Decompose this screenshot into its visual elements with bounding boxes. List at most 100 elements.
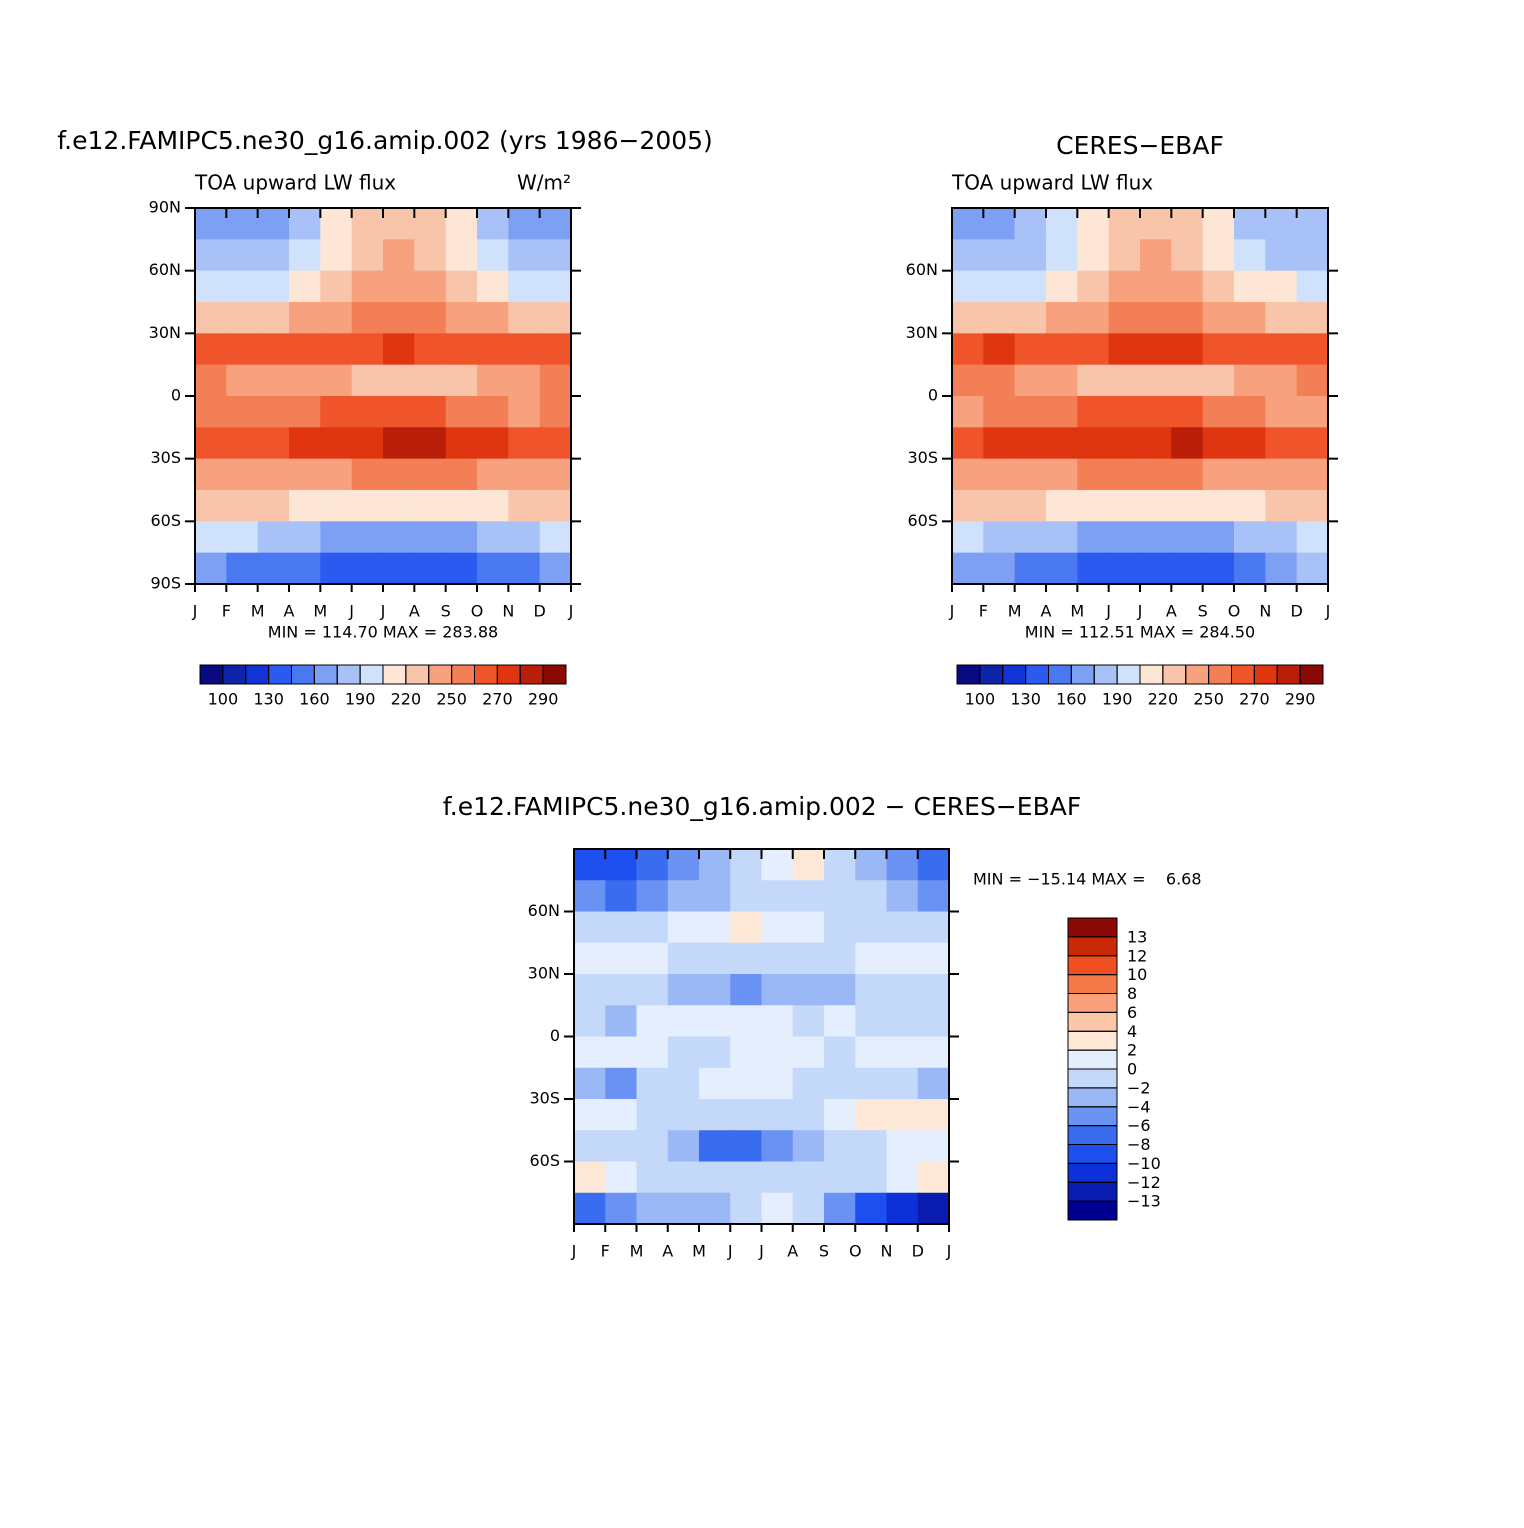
x-tick-label: D: [1291, 602, 1303, 621]
x-tick-label: A: [662, 1242, 673, 1261]
contour-cell: [983, 270, 1016, 303]
contour-cell: [1202, 302, 1235, 334]
contour-cell: [1077, 490, 1110, 522]
contour-cell: [667, 911, 700, 944]
contour-cell: [445, 333, 478, 366]
contour-cell: [730, 1005, 762, 1037]
contour-cell: [824, 974, 856, 1006]
contour-cell: [477, 239, 509, 272]
colorbar-label: −2: [1127, 1078, 1151, 1097]
contour-cell: [952, 427, 984, 460]
contour-cell: [1296, 521, 1329, 554]
contour-cell: [824, 880, 856, 912]
colorbar-label: 270: [1239, 690, 1270, 709]
contour-cell: [1046, 364, 1078, 397]
contour-cell: [320, 270, 353, 303]
contour-cell: [1296, 490, 1329, 522]
contour-cell: [1234, 427, 1266, 460]
contour-cell: [508, 270, 541, 303]
colorbar-label: 220: [391, 690, 422, 709]
contour-cell: [1202, 521, 1235, 554]
contour-cell: [1296, 427, 1329, 460]
contour-cell: [667, 1099, 700, 1131]
contour-cell: [855, 849, 887, 881]
colorbar-label: 6: [1127, 1003, 1137, 1022]
contour-cell: [983, 364, 1016, 397]
contour-cell: [667, 942, 700, 975]
contour-cell: [983, 490, 1016, 522]
annotation: MIN = 114.70 MAX = 283.88: [268, 623, 498, 642]
contour-cell: [574, 911, 606, 944]
x-tick-label: J: [571, 1242, 577, 1261]
y-tick-label: 90S: [150, 574, 181, 593]
contour-cell: [383, 427, 415, 460]
contour-cell: [1108, 552, 1141, 585]
contour-cell: [605, 1161, 637, 1194]
contour-cell: [1108, 364, 1141, 397]
contour-cell: [508, 208, 541, 240]
y-tick-label: 0: [928, 386, 938, 405]
contour-cell: [1140, 270, 1172, 303]
colorbar-label: 160: [1056, 690, 1087, 709]
contour-cell: [792, 942, 825, 975]
contour-cell: [1171, 208, 1204, 240]
contour-cell: [539, 490, 572, 522]
contour-cell: [539, 396, 572, 428]
colorbar-box: [1067, 1049, 1118, 1070]
contour-cell: [761, 1192, 794, 1225]
contour-cell: [824, 1005, 856, 1037]
contour-cell: [855, 1130, 887, 1162]
colorbar-label: 160: [299, 690, 330, 709]
contour-cell: [605, 1036, 637, 1069]
contour-cell: [1108, 239, 1141, 272]
contour-cell: [917, 1099, 950, 1131]
contour-cell: [383, 490, 415, 522]
colorbar-label: −12: [1127, 1173, 1161, 1192]
x-tick-label: M: [1008, 602, 1022, 621]
contour-cell: [289, 521, 321, 554]
contour-cell: [1171, 396, 1204, 428]
contour-cell: [1202, 239, 1235, 272]
x-tick-label: F: [601, 1242, 610, 1261]
contour-cell: [257, 208, 290, 240]
contour-cell: [289, 490, 321, 522]
contour-cell: [699, 942, 731, 975]
contour-cell: [667, 880, 700, 912]
contour-cell: [983, 552, 1016, 585]
colorbar-box: [1162, 664, 1187, 685]
contour-cell: [477, 521, 509, 554]
contour-cell: [983, 396, 1016, 428]
contour-cell: [1108, 490, 1141, 522]
left-string: TOA upward LW flux: [194, 171, 396, 195]
contour-cell: [1077, 333, 1110, 366]
contour-cell: [1014, 208, 1047, 240]
contour-cell: [855, 1067, 887, 1100]
contour-cell: [226, 427, 259, 460]
chart-title: f.e12.FAMIPC5.ne30_g16.amip.002 (yrs 198…: [57, 126, 713, 155]
chart-title: CERES−EBAF: [1056, 131, 1224, 160]
contour-cell: [730, 1192, 762, 1225]
contour-cell: [792, 880, 825, 912]
contour-cell: [574, 1099, 606, 1131]
contour-cell: [605, 942, 637, 975]
colorbar-label: 2: [1127, 1041, 1137, 1060]
colorbar-label: 290: [1285, 690, 1316, 709]
contour-cell: [289, 302, 321, 334]
contour-cell: [1296, 552, 1329, 585]
contour-cell: [1296, 302, 1329, 334]
contour-cell: [445, 490, 478, 522]
contour-cell: [1234, 521, 1266, 554]
contour-cell: [1014, 239, 1047, 272]
contour-cell: [195, 458, 227, 491]
contour-cell: [636, 911, 669, 944]
y-tick-label: 60S: [907, 511, 938, 530]
contour-cell: [886, 1099, 919, 1131]
contour-cell: [1202, 490, 1235, 522]
contour-cell: [1171, 490, 1204, 522]
contour-cell: [761, 1130, 794, 1162]
x-tick-label: N: [1259, 602, 1271, 621]
contour-cell: [289, 552, 321, 585]
colorbar-box: [1002, 664, 1027, 685]
x-tick-label: A: [409, 602, 420, 621]
